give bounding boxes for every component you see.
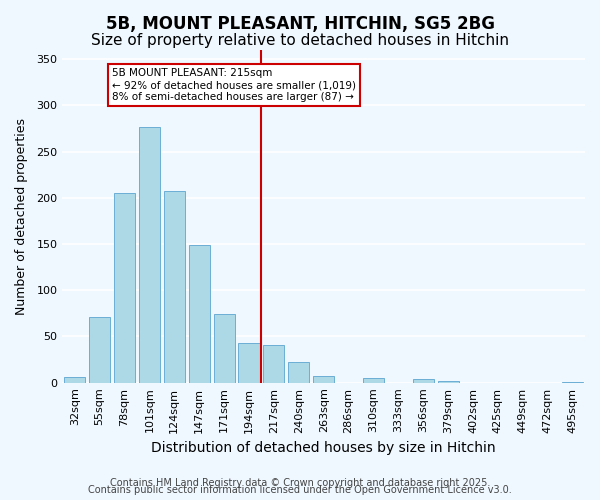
Bar xyxy=(114,193,135,382)
Bar xyxy=(64,377,85,382)
Text: Contains public sector information licensed under the Open Government Licence v3: Contains public sector information licen… xyxy=(88,485,512,495)
Bar xyxy=(214,314,235,382)
Bar xyxy=(139,126,160,382)
Bar xyxy=(263,345,284,383)
Bar xyxy=(363,378,384,382)
Text: Size of property relative to detached houses in Hitchin: Size of property relative to detached ho… xyxy=(91,32,509,48)
Bar xyxy=(313,376,334,382)
Bar xyxy=(413,379,434,382)
Bar xyxy=(437,381,458,382)
Bar xyxy=(188,245,210,382)
X-axis label: Distribution of detached houses by size in Hitchin: Distribution of detached houses by size … xyxy=(151,441,496,455)
Bar xyxy=(164,192,185,382)
Y-axis label: Number of detached properties: Number of detached properties xyxy=(15,118,28,315)
Text: 5B, MOUNT PLEASANT, HITCHIN, SG5 2BG: 5B, MOUNT PLEASANT, HITCHIN, SG5 2BG xyxy=(106,15,494,33)
Text: Contains HM Land Registry data © Crown copyright and database right 2025.: Contains HM Land Registry data © Crown c… xyxy=(110,478,490,488)
Bar xyxy=(238,343,260,382)
Bar xyxy=(288,362,310,382)
Text: 5B MOUNT PLEASANT: 215sqm
← 92% of detached houses are smaller (1,019)
8% of sem: 5B MOUNT PLEASANT: 215sqm ← 92% of detac… xyxy=(112,68,356,102)
Bar xyxy=(89,317,110,382)
